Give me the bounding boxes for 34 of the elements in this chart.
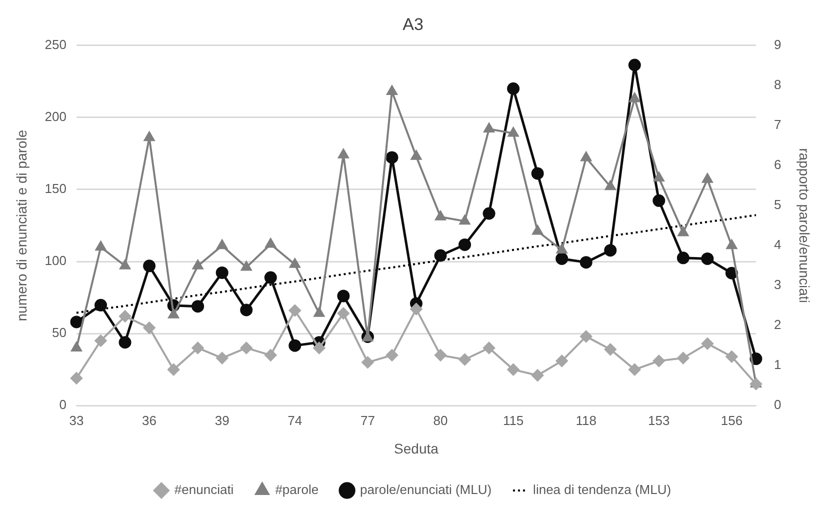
y2-tick-label: 1 [774, 357, 782, 372]
x-tick-label: 74 [288, 412, 302, 428]
chart-title: A3 [402, 14, 424, 34]
y2-tick-label: 2 [774, 317, 782, 332]
x-tick-label: 36 [142, 412, 157, 428]
y2-tick-label: 0 [774, 397, 782, 412]
y-tick-label: 200 [44, 109, 66, 124]
y2-tick-label: 9 [774, 36, 782, 52]
x-tick-label: 118 [576, 412, 596, 428]
y2-tick-label: 4 [774, 237, 782, 252]
y-tick-label: 0 [59, 397, 66, 412]
legend-label: linea di tendenza (MLU) [533, 482, 672, 498]
y-tick-label: 150 [44, 181, 66, 196]
y2-tick-label: 6 [774, 157, 782, 172]
y-axis-title: numero di enunciati e di parole [13, 130, 30, 322]
legend-label: parole/enunciati (MLU) [360, 482, 492, 498]
y2-tick-label: 7 [774, 117, 782, 132]
x-tick-label: 80 [433, 412, 448, 428]
y2-tick-label: 5 [774, 197, 782, 212]
y2-tick-label: 8 [774, 77, 782, 92]
y2-tick-label: 3 [774, 277, 782, 292]
x-tick-label: 115 [502, 412, 524, 428]
x-tick-label: 153 [648, 412, 670, 428]
x-axis-title: Seduta [394, 440, 439, 456]
x-tick-label: 156 [720, 412, 743, 428]
x-tick-label: 33 [69, 412, 84, 428]
y2-axis-title: rapporto parole/enunciati [796, 148, 813, 303]
x-tick-label: 39 [214, 412, 230, 428]
legend-label: #enunciati [174, 482, 234, 498]
y-tick-label: 100 [44, 253, 66, 268]
y-tick-label: 250 [44, 36, 66, 52]
y-tick-label: 50 [52, 325, 66, 340]
legend-label: #parole [275, 482, 319, 498]
x-tick-label: 77 [360, 412, 375, 428]
